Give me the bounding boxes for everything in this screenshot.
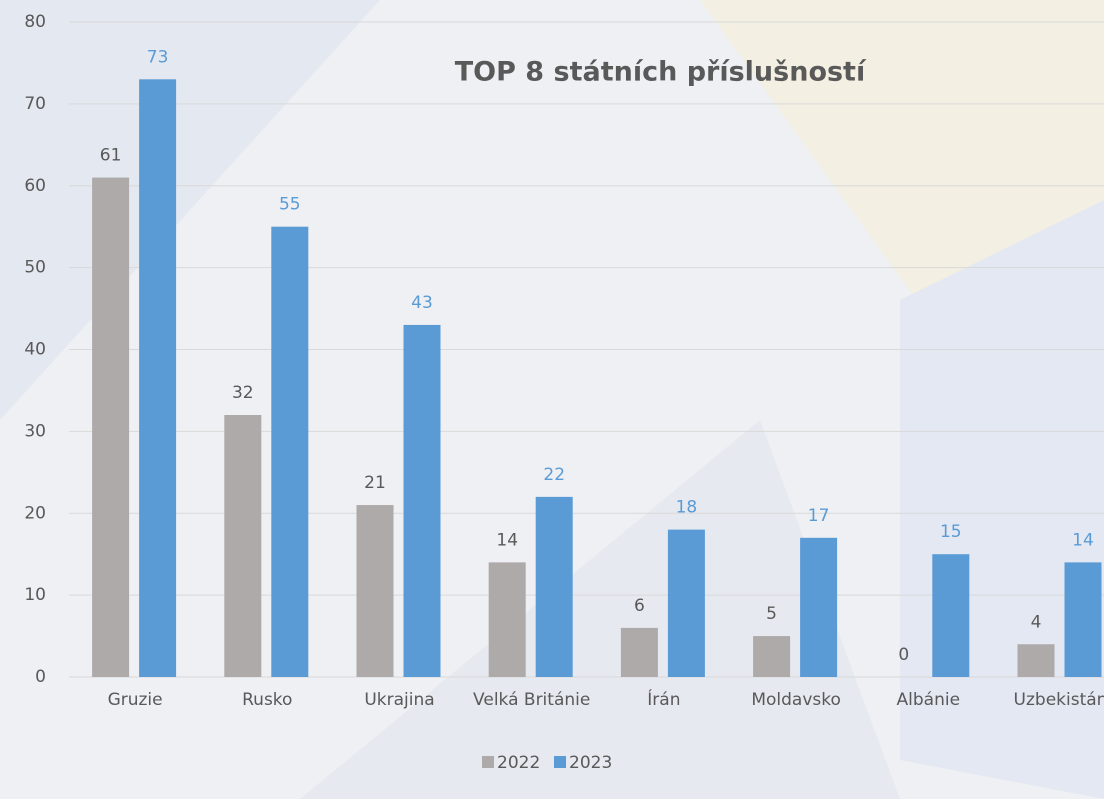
x-tick-label: Velká Británie (473, 690, 591, 710)
x-tick-label: Gruzie (107, 690, 163, 710)
x-tick-label: Albánie (896, 690, 961, 710)
bar (1017, 644, 1055, 677)
bar (224, 415, 262, 677)
bar (356, 505, 394, 677)
bar (753, 636, 791, 677)
x-tick-label: Ukrajina (364, 690, 435, 710)
y-tick-label: 80 (24, 12, 46, 32)
bar (271, 226, 309, 677)
data-label: 21 (364, 473, 386, 493)
data-label: 15 (940, 522, 962, 542)
bar (1064, 562, 1102, 677)
bar (620, 627, 658, 677)
x-tick-label: Moldavsko (751, 690, 841, 710)
bar (667, 529, 705, 677)
bar (92, 177, 130, 677)
y-tick-label: 20 (24, 503, 46, 523)
data-label: 5 (766, 604, 777, 624)
bar (488, 562, 526, 677)
chart-title: TOP 8 státních příslušností (455, 57, 867, 88)
data-label: 32 (232, 383, 254, 403)
data-label: 6 (634, 596, 645, 616)
y-tick-label: 30 (24, 421, 46, 441)
data-label: 14 (1072, 530, 1094, 550)
legend-swatch (482, 756, 494, 768)
data-label: 17 (808, 506, 830, 526)
bar (800, 537, 838, 677)
background-shape (300, 420, 900, 799)
y-tick-label: 50 (24, 258, 46, 278)
y-tick-label: 60 (24, 176, 46, 196)
data-label: 22 (543, 465, 565, 485)
x-tick-label: Uzbekistán (1013, 690, 1104, 710)
x-tick-label: Rusko (242, 690, 293, 710)
data-label: 55 (279, 195, 301, 215)
y-tick-label: 70 (24, 94, 46, 114)
legend-swatch (554, 756, 566, 768)
data-label: 73 (147, 47, 169, 67)
data-label: 18 (676, 498, 698, 518)
y-tick-label: 0 (35, 667, 46, 687)
data-label: 61 (100, 146, 122, 166)
data-label: 0 (898, 645, 909, 665)
data-label: 4 (1031, 612, 1042, 632)
background-shape (0, 0, 380, 420)
legend-label: 2022 (497, 753, 540, 773)
bar (535, 496, 573, 677)
y-tick-label: 10 (24, 585, 46, 605)
legend-label: 2023 (569, 753, 612, 773)
bar (403, 324, 441, 677)
data-label: 14 (496, 530, 518, 550)
bar (139, 79, 177, 677)
x-tick-label: Írán (647, 690, 681, 710)
y-tick-label: 40 (24, 340, 46, 360)
bar (932, 554, 970, 677)
data-label: 43 (411, 293, 433, 313)
